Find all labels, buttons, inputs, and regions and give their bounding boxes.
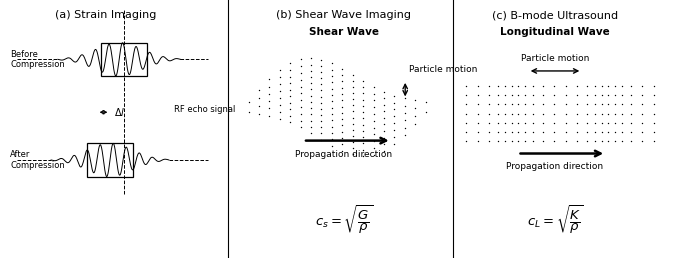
Bar bbox=[87, 143, 133, 177]
Text: $\Delta l$: $\Delta l$ bbox=[114, 106, 125, 118]
Text: (a) Strain Imaging: (a) Strain Imaging bbox=[55, 10, 156, 20]
Text: Shear Wave: Shear Wave bbox=[309, 27, 379, 37]
Text: RF echo signal: RF echo signal bbox=[174, 105, 235, 114]
Text: $c_L = \sqrt{\dfrac{K}{\rho}}$: $c_L = \sqrt{\dfrac{K}{\rho}}$ bbox=[526, 204, 584, 237]
Text: (c) B-mode Ultrasound: (c) B-mode Ultrasound bbox=[492, 10, 618, 20]
Text: Longitudinal Wave: Longitudinal Wave bbox=[500, 27, 610, 37]
Text: Before
Compression: Before Compression bbox=[10, 50, 65, 69]
Bar bbox=[101, 43, 147, 76]
Text: After
Compression: After Compression bbox=[10, 150, 65, 170]
Text: Propagation direction: Propagation direction bbox=[507, 162, 603, 171]
Text: $c_s = \sqrt{\dfrac{G}{\rho}}$: $c_s = \sqrt{\dfrac{G}{\rho}}$ bbox=[315, 204, 373, 237]
Text: Propagation direction: Propagation direction bbox=[296, 150, 392, 159]
Text: Particle motion: Particle motion bbox=[409, 65, 477, 74]
Text: Particle motion: Particle motion bbox=[521, 54, 589, 62]
Text: (b) Shear Wave Imaging: (b) Shear Wave Imaging bbox=[276, 10, 411, 20]
